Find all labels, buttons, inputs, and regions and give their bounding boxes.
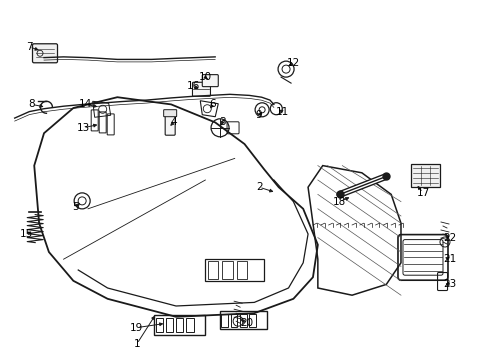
Text: 4: 4 — [170, 117, 177, 127]
Text: 23: 23 — [442, 279, 456, 289]
Text: 5: 5 — [72, 202, 79, 212]
FancyBboxPatch shape — [165, 113, 175, 135]
Bar — [176, 318, 183, 332]
Text: 20: 20 — [240, 318, 253, 328]
Text: 18: 18 — [332, 197, 346, 207]
Text: 1: 1 — [133, 339, 140, 349]
Text: 11: 11 — [275, 107, 289, 117]
Text: 14: 14 — [79, 99, 92, 109]
Text: 16: 16 — [186, 81, 200, 91]
Bar — [154, 315, 205, 335]
Bar — [249, 314, 255, 327]
FancyBboxPatch shape — [202, 75, 218, 87]
FancyBboxPatch shape — [32, 44, 58, 63]
Text: 7: 7 — [26, 42, 33, 52]
Text: 6: 6 — [209, 99, 216, 109]
Bar — [237, 261, 247, 279]
Text: 13: 13 — [76, 123, 90, 133]
Bar — [221, 314, 227, 327]
Text: 17: 17 — [415, 188, 429, 198]
Text: 21: 21 — [442, 254, 456, 264]
FancyBboxPatch shape — [163, 110, 176, 117]
Text: 19: 19 — [130, 323, 143, 333]
Bar — [220, 311, 266, 329]
Text: 12: 12 — [286, 58, 300, 68]
Text: 3: 3 — [219, 117, 225, 127]
Text: 10: 10 — [199, 72, 211, 82]
Bar — [207, 261, 218, 279]
Text: 2: 2 — [255, 182, 262, 192]
Text: 15: 15 — [20, 229, 34, 239]
Bar — [186, 318, 193, 332]
Text: 8: 8 — [28, 99, 35, 109]
Bar — [410, 164, 439, 187]
Bar — [240, 314, 246, 327]
Bar — [155, 318, 163, 332]
Bar — [222, 261, 232, 279]
Bar — [230, 314, 237, 327]
Bar — [165, 318, 173, 332]
Text: 9: 9 — [255, 110, 262, 120]
Text: 22: 22 — [442, 233, 456, 243]
Bar — [205, 259, 264, 281]
FancyBboxPatch shape — [192, 82, 210, 96]
